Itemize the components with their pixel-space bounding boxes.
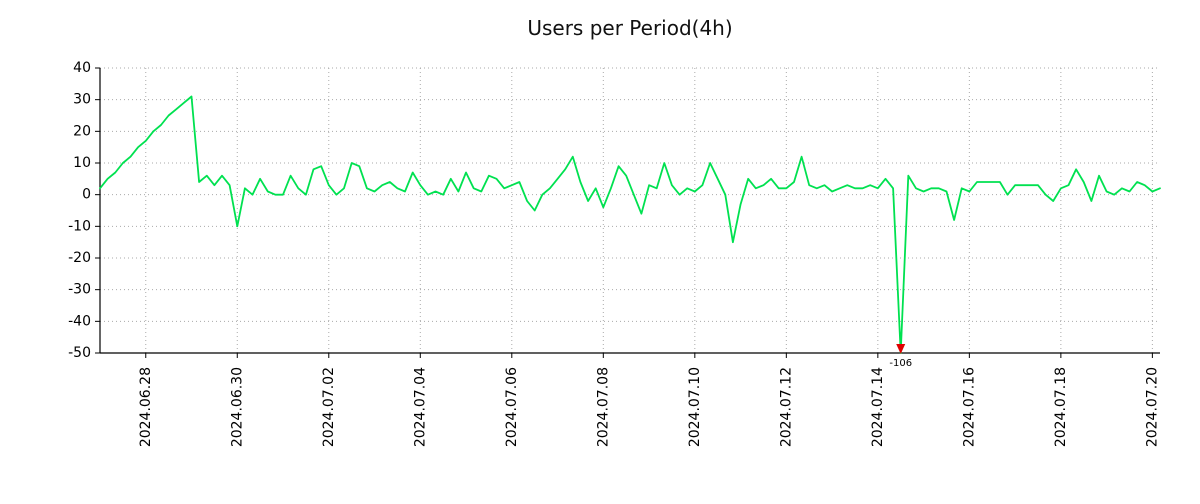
y-tick-label: 40: [73, 60, 91, 76]
chart-title: Users per Period(4h): [527, 16, 733, 40]
x-tick-label: 2024.06.30: [229, 367, 245, 447]
y-tick-label: 0: [82, 187, 91, 203]
data-line: [99, 95, 1161, 354]
min-value-label: -106: [889, 358, 912, 369]
x-tick-label: 2024.07.18: [1053, 367, 1069, 447]
y-tick-label: -10: [68, 218, 91, 234]
y-tick-label: -40: [68, 313, 91, 329]
x-tick-label: 2024.07.20: [1144, 367, 1160, 447]
y-tick-label: 20: [73, 123, 91, 139]
x-tick-label: 2024.07.10: [687, 367, 703, 447]
y-tick-label: 30: [73, 92, 91, 108]
y-tick-label: -50: [68, 345, 91, 361]
x-tick-label: 2024.07.12: [778, 367, 794, 447]
y-tick-label: 10: [73, 155, 91, 171]
y-tick-label: -20: [68, 250, 91, 266]
x-tick-label: 2024.07.16: [961, 367, 977, 447]
x-tick-label: 2024.07.06: [504, 367, 520, 447]
x-tick-label: 2024.07.04: [412, 367, 428, 447]
x-tick-label: 2024.07.08: [595, 367, 611, 447]
min-marker-icon: [896, 344, 906, 354]
y-tick-label: -30: [68, 282, 91, 298]
x-tick-label: 2024.06.28: [138, 367, 154, 447]
x-tick-label: 2024.07.14: [870, 367, 886, 447]
x-tick-label: 2024.07.02: [321, 367, 337, 447]
